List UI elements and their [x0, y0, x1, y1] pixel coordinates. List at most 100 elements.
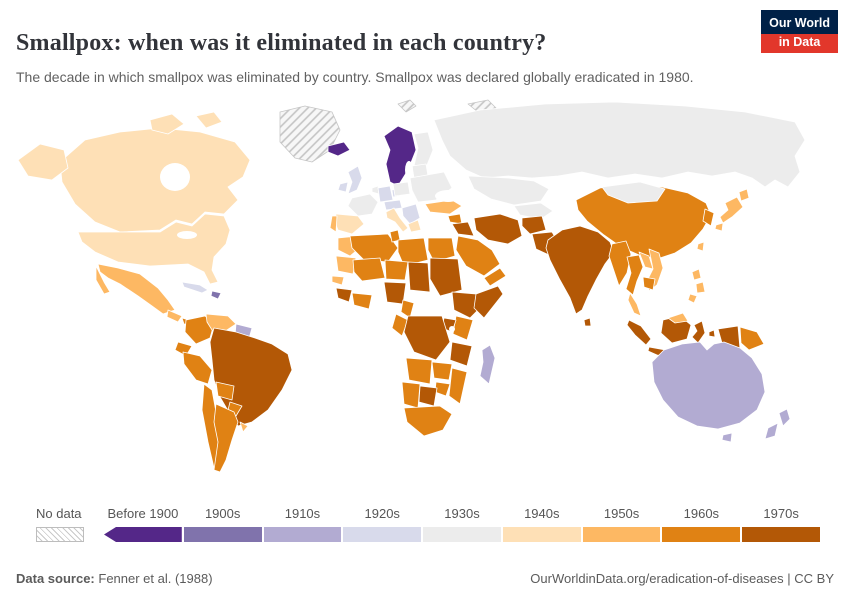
country-tanzania[interactable]	[449, 341, 473, 367]
country-png[interactable]	[739, 326, 765, 351]
legend-item-1920s[interactable]: 1920s	[343, 506, 422, 542]
country-namibia[interactable]	[401, 381, 421, 409]
country-mexico[interactable]	[95, 265, 111, 295]
chart-subtitle: The decade in which smallpox was elimina…	[16, 69, 694, 85]
legend-item-1960s[interactable]: 1960s	[662, 506, 741, 542]
country-colombia[interactable]	[184, 315, 215, 345]
country-indonesia[interactable]	[708, 329, 716, 338]
country-france[interactable]	[347, 193, 379, 217]
country-portugal[interactable]	[329, 215, 338, 233]
country-indonesia[interactable]	[691, 320, 706, 344]
country-yemen-oman[interactable]	[483, 267, 507, 287]
country-usa[interactable]	[77, 213, 231, 285]
country-zimbabwe[interactable]	[434, 381, 451, 397]
baltic-sea	[405, 161, 413, 179]
legend-item-1970s[interactable]: 1970s	[742, 506, 821, 542]
country-russia[interactable]	[433, 101, 806, 188]
country-sri-lanka[interactable]	[583, 317, 592, 327]
country-myanmar[interactable]	[608, 240, 632, 287]
country-australia[interactable]	[721, 432, 733, 443]
country-mali[interactable]	[352, 257, 386, 282]
legend-item-1900s[interactable]: 1900s	[183, 506, 262, 542]
country-malaysia[interactable]	[627, 292, 642, 317]
legend-item-1910s[interactable]: 1910s	[263, 506, 342, 542]
country-korea[interactable]	[702, 208, 715, 227]
country-sudan[interactable]	[429, 257, 463, 297]
country-cuba[interactable]	[181, 281, 209, 294]
country-kazakhstan[interactable]	[467, 175, 550, 206]
country-canada[interactable]	[195, 111, 223, 129]
legend-item-1940s[interactable]: 1940s	[502, 506, 581, 542]
country-indonesia[interactable]	[626, 319, 652, 346]
country-chad[interactable]	[407, 261, 431, 293]
country-alaska[interactable]	[17, 143, 69, 181]
country-central-asia[interactable]	[513, 202, 554, 220]
country-guatemala[interactable]	[166, 309, 183, 323]
country-cameroon[interactable]	[400, 299, 415, 319]
country-uruguay[interactable]	[239, 421, 249, 433]
country-ghana[interactable]	[351, 292, 373, 310]
country-taiwan[interactable]	[696, 241, 705, 252]
country-scandinavia[interactable]	[383, 125, 417, 187]
country-canada[interactable]	[149, 113, 185, 135]
country-svalbard[interactable]	[397, 99, 417, 113]
legend-no-data[interactable]: No data	[36, 506, 84, 542]
legend-item-swatch	[742, 527, 821, 542]
country-thailand[interactable]	[625, 254, 644, 296]
footer-attribution[interactable]: OurWorldinData.org/eradication-of-diseas…	[530, 571, 834, 586]
country-philippines[interactable]	[687, 293, 698, 304]
country-madagascar[interactable]	[479, 344, 496, 385]
country-somalia[interactable]	[473, 285, 504, 319]
country-mongolia[interactable]	[601, 181, 666, 204]
country-australia[interactable]	[651, 341, 766, 430]
country-mexico[interactable]	[97, 263, 176, 315]
country-afghanistan[interactable]	[521, 215, 547, 235]
country-japan[interactable]	[738, 188, 750, 202]
country-bolivia[interactable]	[215, 381, 235, 401]
country-turkey[interactable]	[424, 199, 463, 215]
country-peru[interactable]	[182, 351, 213, 385]
country-new-zealand[interactable]	[764, 422, 779, 440]
country-botswana[interactable]	[418, 385, 438, 407]
country-cambodia[interactable]	[642, 276, 656, 291]
country-poland[interactable]	[392, 181, 411, 197]
country-uk[interactable]	[347, 165, 363, 195]
country-india[interactable]	[545, 225, 615, 315]
page-title: Smallpox: when was it eliminated in each…	[16, 30, 547, 57]
country-south-africa[interactable]	[403, 405, 453, 437]
country-drc[interactable]	[403, 315, 451, 361]
owid-logo[interactable]: Our World in Data	[761, 10, 838, 54]
country-germany[interactable]	[377, 185, 394, 203]
country-guinea[interactable]	[335, 287, 353, 303]
country-philippines[interactable]	[691, 268, 702, 281]
country-saudi-arabia[interactable]	[455, 235, 501, 277]
country-spain[interactable]	[333, 213, 365, 235]
country-malaysia[interactable]	[667, 312, 689, 324]
country-philippines[interactable]	[695, 281, 706, 294]
country-japan[interactable]	[714, 222, 724, 232]
country-mozambique[interactable]	[448, 367, 468, 405]
country-iran[interactable]	[473, 213, 523, 245]
country-syria[interactable]	[447, 213, 463, 225]
legend-item-1930s[interactable]: 1930s	[423, 506, 501, 542]
country-ireland[interactable]	[337, 181, 349, 193]
country-italy[interactable]	[385, 207, 409, 233]
legend-item-label: 1910s	[284, 506, 321, 521]
legend-item-swatch	[582, 527, 661, 542]
legend-item-1950s[interactable]: 1950s	[582, 506, 661, 542]
country-iraq[interactable]	[451, 221, 475, 237]
country-new-zealand[interactable]	[778, 408, 791, 427]
country-brazil[interactable]	[209, 327, 293, 427]
country-iceland[interactable]	[327, 141, 351, 157]
country-algeria[interactable]	[349, 233, 399, 263]
country-hispaniola[interactable]	[210, 290, 222, 300]
legend-item-before-1900[interactable]: Before 1900	[104, 506, 182, 542]
country-niger[interactable]	[384, 259, 409, 281]
country-senegal[interactable]	[331, 275, 345, 286]
country-japan[interactable]	[719, 196, 744, 224]
country-argentina[interactable]	[213, 403, 239, 473]
country-zambia[interactable]	[431, 361, 453, 381]
country-greece[interactable]	[407, 219, 422, 233]
country-mauritania[interactable]	[335, 255, 357, 275]
country-angola[interactable]	[405, 357, 433, 385]
